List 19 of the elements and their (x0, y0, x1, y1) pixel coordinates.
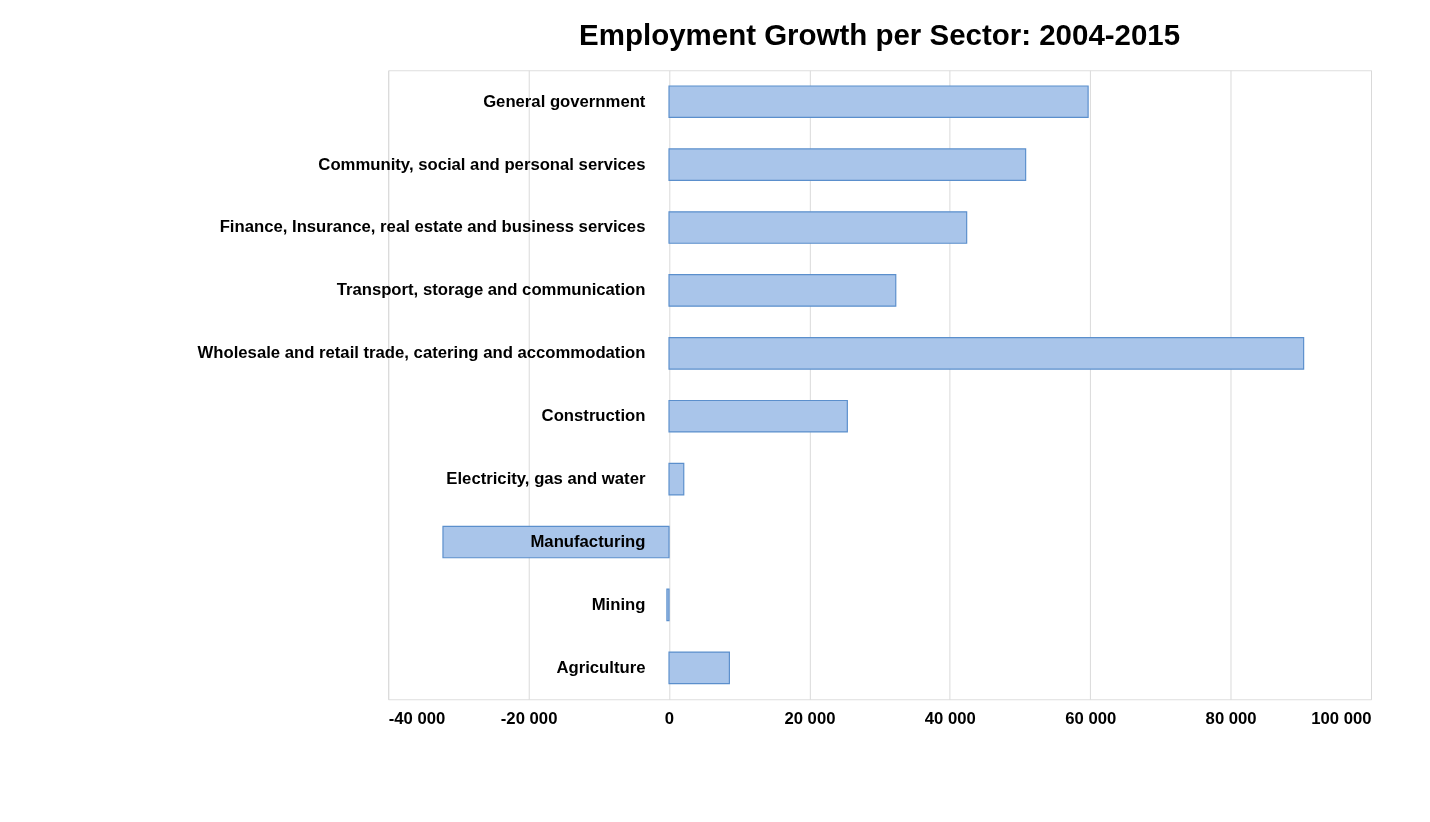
y-tick-label: Wholesale and retail trade, catering and accommodation (197, 343, 646, 363)
x-tick-label: -20 000 (500, 709, 558, 729)
x-tick-label: -40 000 (388, 709, 446, 729)
x-tick-label: 80 000 (1205, 709, 1257, 729)
y-tick-label: Community, social and personal services (318, 154, 646, 174)
y-tick-label: General government (483, 91, 646, 111)
y-tick-label: Electricity, gas and water (446, 469, 646, 489)
y-tick-label: Manufacturing (530, 531, 646, 551)
y-tick-label: Mining (591, 594, 646, 614)
y-tick-label: Transport, storage and communication (336, 280, 646, 300)
y-tick-label: Agriculture (556, 657, 646, 677)
x-tick-label: 60 000 (1065, 709, 1117, 729)
x-tick-label: 0 (664, 709, 675, 729)
x-tick-label: 100 000 (1311, 709, 1372, 729)
y-tick-label: Finance, Insurance, real estate and business services (219, 217, 646, 237)
x-tick-label: 20 000 (784, 709, 836, 729)
x-tick-label: 40 000 (924, 709, 976, 729)
chart-title: Employment Growth per Sector: 2004-2015 (579, 17, 1181, 51)
y-tick-label: Construction (541, 406, 646, 426)
